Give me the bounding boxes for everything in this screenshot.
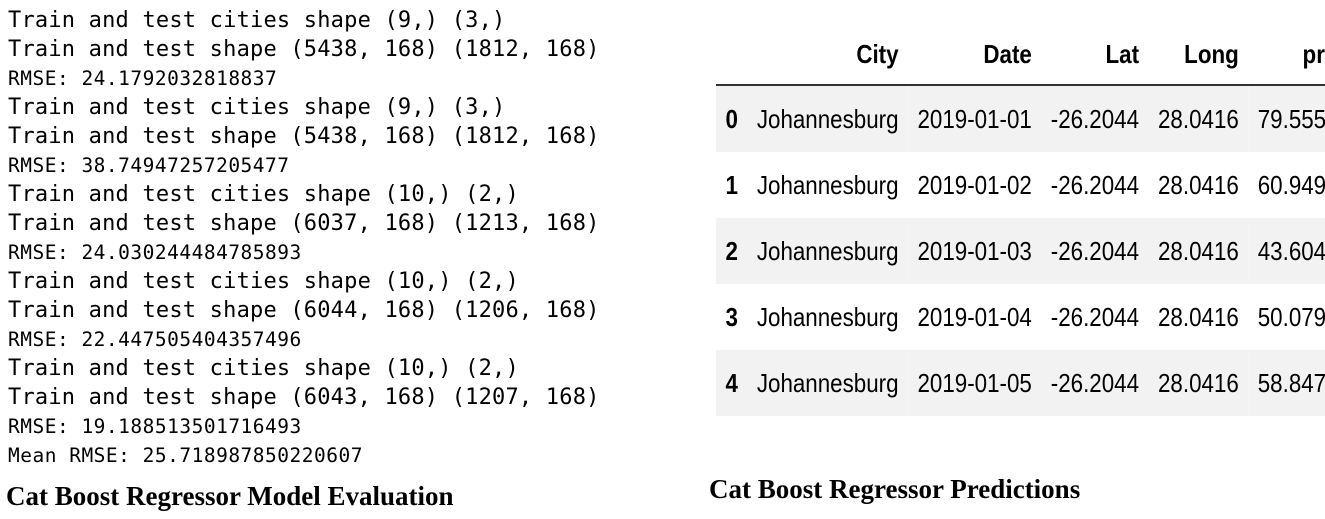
column-header-long: Long xyxy=(1148,24,1249,86)
cell-preds: 79.555841 xyxy=(1257,103,1325,134)
console-line: Train and test shape (5438, 168) (1812, … xyxy=(8,37,600,62)
column-header-preds: preds xyxy=(1248,24,1325,86)
column-header-date: Date xyxy=(908,24,1042,86)
cell-city: Johannesburg xyxy=(756,235,899,266)
row-index: 4 xyxy=(725,367,738,398)
console-output: Train and test cities shape (9,) (3,) Tr… xyxy=(8,6,648,470)
console-line: Train and test shape (6043, 168) (1207, … xyxy=(8,385,600,410)
cell-long: 28.0416 xyxy=(1157,235,1239,266)
table-row: 4 Johannesburg 2019-01-05 -26.2044 28.04… xyxy=(716,350,1325,416)
predictions-panel: City Date Lat Long preds 0 Johannesburg … xyxy=(716,24,1325,416)
cell-date: 2019-01-04 xyxy=(917,301,1032,332)
console-line-mean: Mean RMSE: 25.718987850220607 xyxy=(8,444,363,467)
cell-date: 2019-01-03 xyxy=(917,235,1032,266)
table-row: 1 Johannesburg 2019-01-02 -26.2044 28.04… xyxy=(716,152,1325,218)
cell-long: 28.0416 xyxy=(1157,301,1239,332)
cell-city: Johannesburg xyxy=(756,367,899,398)
console-line: RMSE: 24.1792032818837 xyxy=(8,67,278,90)
evaluation-caption: Cat Boost Regressor Model Evaluation xyxy=(6,481,454,511)
cell-long: 28.0416 xyxy=(1157,103,1239,134)
cell-preds: 50.079851 xyxy=(1257,301,1325,332)
table-row: 0 Johannesburg 2019-01-01 -26.2044 28.04… xyxy=(716,85,1325,152)
console-line: Train and test shape (5438, 168) (1812, … xyxy=(8,124,600,149)
cell-city: Johannesburg xyxy=(756,103,899,134)
cell-lat: -26.2044 xyxy=(1050,367,1140,398)
console-line: RMSE: 38.74947257205477 xyxy=(8,154,290,177)
console-line: Train and test cities shape (10,) (2,) xyxy=(8,182,519,207)
predictions-table: City Date Lat Long preds 0 Johannesburg … xyxy=(716,24,1325,416)
console-line: RMSE: 22.447505404357496 xyxy=(8,328,302,351)
console-line: RMSE: 19.188513501716493 xyxy=(8,415,302,438)
row-index: 1 xyxy=(725,169,738,200)
cell-date: 2019-01-01 xyxy=(917,103,1032,134)
column-header-lat: Lat xyxy=(1041,24,1149,86)
table-row: 2 Johannesburg 2019-01-03 -26.2044 28.04… xyxy=(716,218,1325,284)
cell-date: 2019-01-05 xyxy=(917,367,1032,398)
cell-preds: 43.604444 xyxy=(1257,235,1325,266)
cell-long: 28.0416 xyxy=(1157,367,1239,398)
cell-lat: -26.2044 xyxy=(1050,169,1140,200)
console-line: Train and test shape (6044, 168) (1206, … xyxy=(8,298,600,323)
console-line: Train and test cities shape (10,) (2,) xyxy=(8,269,519,294)
row-index: 2 xyxy=(725,235,738,266)
table-row: 3 Johannesburg 2019-01-04 -26.2044 28.04… xyxy=(716,284,1325,350)
cell-lat: -26.2044 xyxy=(1050,301,1140,332)
console-line: RMSE: 24.030244484785893 xyxy=(8,241,302,264)
cell-city: Johannesburg xyxy=(756,169,899,200)
cell-preds: 60.949053 xyxy=(1257,169,1325,200)
cell-preds: 58.847671 xyxy=(1257,367,1325,398)
row-index: 0 xyxy=(725,103,738,134)
cell-long: 28.0416 xyxy=(1157,169,1239,200)
console-line: Train and test cities shape (9,) (3,) xyxy=(8,95,506,120)
predictions-caption: Cat Boost Regressor Predictions xyxy=(709,474,1081,504)
evaluation-panel: Train and test cities shape (9,) (3,) Tr… xyxy=(0,0,655,519)
row-index: 3 xyxy=(725,301,738,332)
column-header-index xyxy=(716,24,748,86)
cell-lat: -26.2044 xyxy=(1050,103,1140,134)
cell-lat: -26.2044 xyxy=(1050,235,1140,266)
cell-date: 2019-01-02 xyxy=(917,169,1032,200)
console-line: Train and test shape (6037, 168) (1213, … xyxy=(8,211,600,236)
table-header-row: City Date Lat Long preds xyxy=(716,24,1325,86)
column-header-city: City xyxy=(747,24,909,86)
console-line: Train and test cities shape (10,) (2,) xyxy=(8,356,519,381)
cell-city: Johannesburg xyxy=(756,301,899,332)
console-line: Train and test cities shape (9,) (3,) xyxy=(8,8,506,33)
